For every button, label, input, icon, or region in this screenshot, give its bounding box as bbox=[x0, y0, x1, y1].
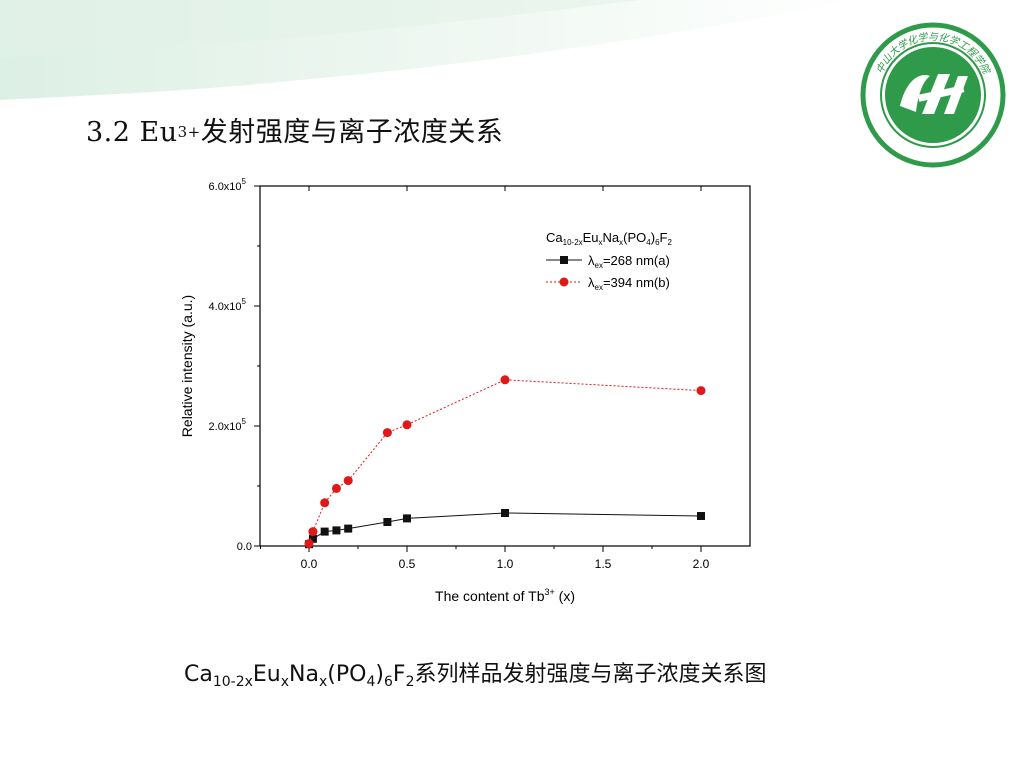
intensity-chart: 0.0 0.5 1.0 1.5 2.00.02.0x1054.0x1056.0x105T… bbox=[179, 177, 751, 604]
y-tick-label-exponent: 5 bbox=[242, 297, 247, 306]
caption-subscript: 2 bbox=[405, 674, 415, 690]
data-point-a bbox=[320, 527, 329, 536]
legend-marker-a bbox=[560, 256, 568, 264]
legend-label-sub: ex bbox=[595, 283, 603, 292]
legend-label-b: λex=394 nm(b) bbox=[588, 275, 670, 292]
x-tick-label: 1.0 bbox=[497, 557, 514, 571]
y-axis-label: Relative intensity (a.u.) bbox=[179, 295, 195, 437]
data-point-b bbox=[343, 476, 353, 486]
y-tick-label: 6.0x105 bbox=[209, 177, 247, 193]
series-line-a bbox=[308, 512, 702, 545]
y-tick-label: 0.0 bbox=[237, 541, 252, 553]
slide-title-rest: 发射强度与离子浓度关系 bbox=[200, 117, 504, 148]
caption-text: Ca bbox=[184, 662, 213, 687]
legend-title-text: Na bbox=[603, 230, 620, 245]
x-axis-label-xlabel-main: The content of Tb bbox=[435, 588, 545, 604]
x-axis-label-xlabel-tail: (x) bbox=[555, 588, 575, 604]
x-axis-label-xlabel-sup: 3+ bbox=[545, 587, 555, 597]
data-point-b bbox=[320, 498, 330, 508]
slide-title-prefix: 3.2 Eu bbox=[86, 117, 178, 148]
legend-title-subscript: x bbox=[599, 238, 603, 247]
caption-text: Na bbox=[289, 662, 319, 687]
legend-marker-b bbox=[559, 277, 569, 287]
data-point-a bbox=[501, 509, 509, 517]
legend-title-subscript: x bbox=[619, 238, 623, 247]
caption-text: (PO bbox=[327, 662, 367, 687]
legend-title-text: Ca bbox=[546, 230, 563, 245]
y-tick-label-exponent: 5 bbox=[242, 177, 247, 186]
x-tick-label: 1.5 bbox=[595, 557, 612, 571]
caption-text: Eu bbox=[252, 662, 281, 687]
y-tick-label-exponent: 5 bbox=[242, 417, 247, 426]
x-axis-label: The content of Tb3+ (x) bbox=[435, 587, 575, 604]
data-point-b bbox=[402, 420, 412, 430]
data-point-a bbox=[403, 514, 411, 523]
legend-title-subscript: 2 bbox=[668, 238, 673, 247]
legend-title-text: (PO bbox=[623, 230, 646, 245]
slide-title: 3.2 Eu3+发射强度与离子浓度关系 bbox=[86, 110, 503, 149]
data-point-b bbox=[304, 539, 314, 549]
legend-label-sym: λ bbox=[588, 253, 595, 268]
legend-label-rest: =394 nm(b) bbox=[603, 275, 670, 290]
slide-title-sup: 3+ bbox=[177, 123, 201, 141]
data-point-a bbox=[308, 534, 317, 543]
data-point-a bbox=[697, 512, 705, 520]
y-tick-label-base: 4.0x10 bbox=[209, 301, 242, 313]
x-tick-label: 2.0 bbox=[693, 557, 710, 571]
legend-title: Ca10-2xEuxNax(PO4)6F2 bbox=[546, 230, 673, 247]
caption-subscript: 4 bbox=[366, 674, 376, 690]
caption-subscript: 6 bbox=[383, 674, 393, 690]
data-point-a bbox=[383, 518, 392, 526]
y-tick-label-base: 6.0x10 bbox=[209, 181, 242, 193]
legend-title-subscript: 6 bbox=[655, 238, 660, 247]
caption-text: F bbox=[392, 662, 406, 687]
legend-title-text: Eu bbox=[583, 230, 599, 245]
data-point-b bbox=[382, 428, 392, 438]
x-tick-label: 0.0 bbox=[301, 557, 318, 571]
legend-title-subscript: 4 bbox=[646, 238, 651, 247]
caption-subscript: x bbox=[280, 674, 290, 690]
caption-subscript: x bbox=[319, 674, 328, 690]
caption-subscript: 10-2x bbox=[212, 674, 253, 690]
y-tick-label-base: 0.0 bbox=[237, 541, 252, 553]
x-tick-label: 0.5 bbox=[399, 557, 416, 571]
y-tick-label: 4.0x105 bbox=[209, 297, 247, 313]
legend-label-rest: =268 nm(a) bbox=[603, 253, 670, 268]
legend-title-text: F bbox=[660, 230, 668, 245]
legend-label-sub: ex bbox=[595, 261, 603, 270]
university-logo: 中山大学化学与化学工程学院 CHEM SYSU bbox=[860, 22, 1006, 168]
y-tick-label: 2.0x105 bbox=[209, 417, 247, 433]
figure-caption: Ca10-2xEuxNax(PO4)6F2系列样品发射强度与离子浓度关系图 bbox=[184, 656, 767, 690]
legend-title-text: ) bbox=[651, 230, 655, 245]
data-point-b bbox=[696, 386, 706, 396]
caption-text: 系列样品发射强度与离子浓度关系图 bbox=[414, 662, 767, 687]
y-tick-label-base: 2.0x10 bbox=[209, 421, 242, 433]
data-point-b bbox=[308, 527, 318, 537]
series-line-b bbox=[308, 379, 702, 544]
data-point-b bbox=[500, 375, 510, 385]
legend-title-subscript: 10-2x bbox=[563, 238, 583, 247]
data-point-a bbox=[332, 526, 341, 535]
legend-label-sym: λ bbox=[588, 275, 595, 290]
data-point-b bbox=[331, 483, 341, 493]
data-point-a bbox=[344, 524, 353, 533]
legend-label-a: λex=268 nm(a) bbox=[588, 253, 670, 270]
caption-text: ) bbox=[375, 662, 384, 687]
